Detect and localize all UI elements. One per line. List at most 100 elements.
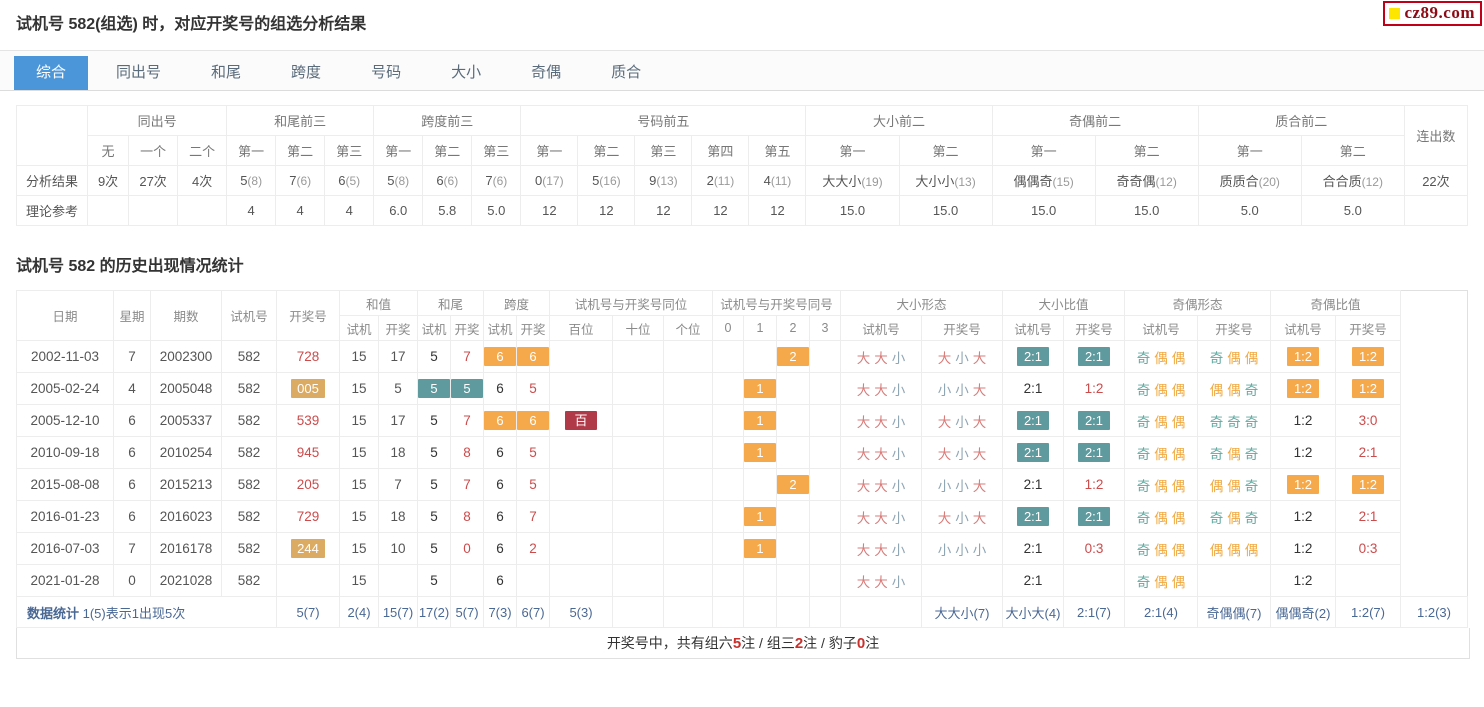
cell-oeratio-draw <box>1335 564 1401 597</box>
cell-issue: 2015213 <box>150 468 222 501</box>
tab-3[interactable]: 跨度 <box>291 64 322 81</box>
cell-oddeven-test: 奇偶偶 <box>1124 404 1198 437</box>
cell-tail-test: 5 <box>417 500 451 533</box>
history-footer: 开奖号中，共有组六5注 / 组三2注 / 豹子0注 <box>16 628 1470 659</box>
history-subcol-2: 试机 <box>417 315 451 341</box>
cell-oeratio-draw: 2:1 <box>1335 436 1401 469</box>
summary-subheader-11: 第二 <box>577 135 636 166</box>
footer-mid1: 注 / 组三 <box>741 635 795 651</box>
cell-oeratio-test: 1:2 <box>1270 340 1336 373</box>
cell-bigsmall-test: 大大小 <box>840 500 922 533</box>
tab-2[interactable]: 和尾 <box>211 64 242 81</box>
cell-sum-test: 15 <box>339 532 379 565</box>
cell-week: 6 <box>113 404 151 437</box>
summary-subheader-2: 一个 <box>128 135 179 166</box>
cell-oddeven-draw: 偶偶偶 <box>1197 532 1271 565</box>
cell-span-draw: 6 <box>516 404 550 437</box>
table-row: 2016-07-03 7 2016178 582 244 15 10 5 0 6 2 1 大大小小小小 2… <box>16 532 1468 565</box>
cell-draw-number: 539 <box>276 404 340 437</box>
cell-samenum-2: 2 <box>776 340 810 373</box>
tab-7[interactable]: 质合 <box>611 64 642 81</box>
cell-oeratio-draw: 1:2 <box>1335 468 1401 501</box>
summary-cell-1-13: 12 <box>748 195 807 226</box>
summary-cell-1-17: 15.0 <box>1094 195 1199 226</box>
cell-samenum-2 <box>776 532 810 565</box>
cell-span-test: 6 <box>483 564 517 597</box>
stats-cell-5: 7(3) <box>483 596 517 628</box>
summary-subheader-1: 无 <box>87 135 130 166</box>
tab-5[interactable]: 大小 <box>451 64 482 81</box>
summary-cell-0-7: 6(6) <box>422 165 473 196</box>
cell-samepos-1 <box>612 340 664 373</box>
summary-cell-0-3: 5(8) <box>226 165 277 196</box>
cell-samepos-0 <box>549 340 613 373</box>
cell-week: 6 <box>113 436 151 469</box>
cell-bigsmall-test: 大大小 <box>840 532 922 565</box>
cell-bigsmall-test: 大大小 <box>840 340 922 373</box>
stats-cell-3: 17(2) <box>417 596 451 628</box>
cell-draw-number: 728 <box>276 340 340 373</box>
cell-oeratio-test: 1:2 <box>1270 468 1336 501</box>
cell-span-test: 6 <box>483 532 517 565</box>
cell-samepos-0 <box>549 500 613 533</box>
cell-samepos-2 <box>663 436 713 469</box>
cell-bigsmall-draw: 大小大 <box>921 500 1003 533</box>
cell-samenum-1: 1 <box>743 436 777 469</box>
cell-oeratio-test: 1:2 <box>1270 404 1336 437</box>
cell-tail-test: 5 <box>417 404 451 437</box>
tab-4[interactable]: 号码 <box>371 64 402 81</box>
cell-samenum-2 <box>776 564 810 597</box>
summary-subheader-20: 第二 <box>1300 135 1405 166</box>
summary-cell-0-19: 合合质(12) <box>1300 165 1405 196</box>
history-col-1: 星期 <box>113 290 151 341</box>
stats-label: 数据统计 1(5)表示1出现5次 <box>16 596 277 628</box>
cell-samenum-3 <box>809 372 841 405</box>
history-group-5: 和值 <box>339 290 418 316</box>
cell-draw-number: 005 <box>276 372 340 405</box>
summary-row-label: 分析结果 <box>15 165 89 196</box>
tab-6[interactable]: 奇偶 <box>531 64 562 81</box>
history-subcol-6: 百位 <box>549 315 613 341</box>
cell-issue: 2010254 <box>150 436 222 469</box>
summary-cell-0-17: 奇奇偶(12) <box>1094 165 1199 196</box>
footer-zusan-count: 2 <box>794 635 804 652</box>
cell-bsratio-test: 2:1 <box>1002 372 1064 405</box>
summary-subheader-5: 第二 <box>275 135 326 166</box>
cell-bigsmall-test: 大大小 <box>840 564 922 597</box>
cell-samepos-0 <box>549 564 613 597</box>
summary-cell-0-20: 22次 <box>1403 165 1469 196</box>
summary-cell-1-2 <box>177 195 228 226</box>
history-group-6: 和尾 <box>417 290 484 316</box>
cell-oddeven-draw: 奇奇奇 <box>1197 404 1271 437</box>
history-subcol-10: 1 <box>743 315 777 341</box>
cell-sum-draw: 10 <box>378 532 418 565</box>
cell-test-number: 582 <box>221 500 277 533</box>
table-row: 2015-08-08 6 2015213 582 205 15 7 5 7 6 5 2 大大小小小大 2:… <box>16 468 1468 501</box>
history-subcol-15: 试机号 <box>1002 315 1064 341</box>
stats-cell-4: 5(7) <box>450 596 484 628</box>
cell-week: 0 <box>113 564 151 597</box>
summary-cell-1-11: 12 <box>634 195 693 226</box>
cell-tail-draw: 8 <box>450 436 484 469</box>
summary-cell-1-3: 4 <box>226 195 277 226</box>
summary-cell-0-14: 大大小(19) <box>805 165 900 196</box>
stats-cell-17: 2:1(7) <box>1063 596 1125 628</box>
cell-date: 2016-01-23 <box>16 500 114 533</box>
cell-sum-test: 15 <box>339 404 379 437</box>
cell-bsratio-test: 2:1 <box>1002 340 1064 373</box>
cell-oeratio-test: 1:2 <box>1270 372 1336 405</box>
cell-span-test: 6 <box>483 340 517 373</box>
cell-samenum-1: 1 <box>743 404 777 437</box>
cell-oeratio-test: 1:2 <box>1270 532 1336 565</box>
history-group-8: 试机号与开奖号同位 <box>549 290 713 316</box>
logo-text: cz89.com <box>1404 3 1475 22</box>
history-subcol-17: 试机号 <box>1124 315 1198 341</box>
summary-cell-1-15: 15.0 <box>898 195 993 226</box>
history-group-header-row: 日期 星期 期数 试机号 开奖号 和值 和尾 跨度 试机号与开奖号同位 试机号与开奖号同号 大小形态… <box>16 290 1468 341</box>
table-row: 2002-11-03 7 2002300 582 728 15 17 5 7 6 6 2 大大小大小大 2… <box>16 340 1468 373</box>
tab-1[interactable]: 同出号 <box>116 64 162 81</box>
cell-bsratio-draw <box>1063 564 1125 597</box>
cell-samepos-0: 百 <box>549 404 613 437</box>
tab-0[interactable]: 综合 <box>14 56 89 90</box>
cell-tail-draw: 0 <box>450 532 484 565</box>
